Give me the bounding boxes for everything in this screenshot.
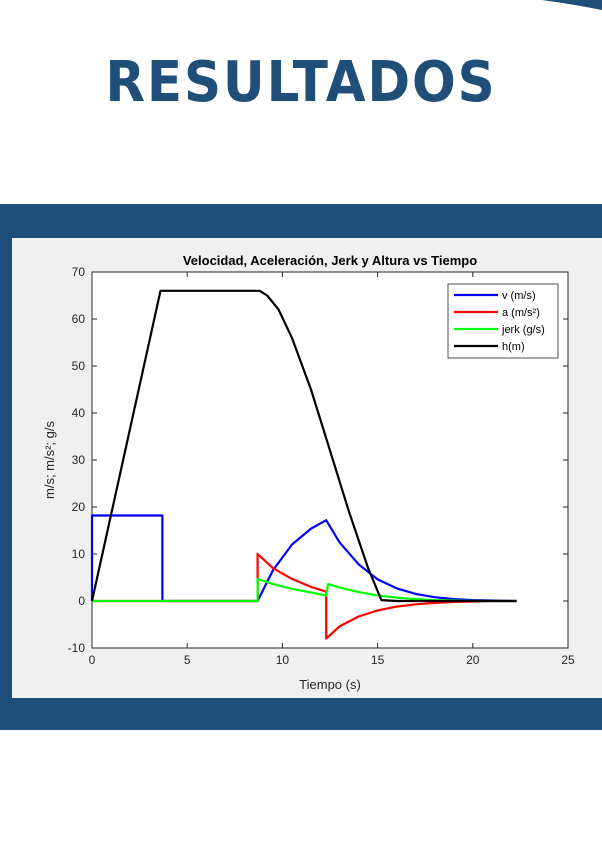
chart-series — [90, 289, 517, 640]
y-tick-label: 40 — [72, 406, 86, 420]
legend-label: jerk (g/s) — [501, 324, 545, 336]
y-tick-label: -10 — [68, 641, 86, 655]
series-line-3 — [90, 289, 517, 603]
y-tick-label: 20 — [72, 500, 86, 514]
y-tick-label: 70 — [72, 265, 86, 279]
y-axis-label: m/s; m/s²; g/s — [42, 421, 57, 500]
page-title: RESULTADOS — [105, 50, 497, 115]
x-tick-label: 25 — [561, 653, 575, 667]
legend-label: a (m/s²) — [502, 307, 540, 319]
chart-figure: 0 5 10 15 20 25 -10 0 10 20 30 40 50 60 70 Velocidad,… — [12, 238, 602, 698]
x-tick-label: 10 — [276, 653, 290, 667]
x-axis: 0 5 10 15 20 25 — [89, 272, 575, 667]
y-tick-label: 10 — [72, 547, 86, 561]
legend-label: h(m) — [502, 341, 525, 353]
x-tick-label: 0 — [89, 653, 96, 667]
legend-label: v (m/s) — [502, 290, 536, 302]
y-tick-label: 0 — [78, 594, 85, 608]
chart-legend: v (m/s) a (m/s²) jerk (g/s) h(m) — [447, 283, 559, 359]
y-tick-label: 30 — [72, 453, 86, 467]
chart-title: Velocidad, Aceleración, Jerk y Altura vs… — [183, 253, 477, 268]
x-tick-label: 20 — [466, 653, 480, 667]
x-axis-label: Tiempo (s) — [299, 677, 361, 692]
y-tick-label: 50 — [72, 359, 86, 373]
corner-decoration — [542, 0, 602, 10]
x-tick-label: 5 — [184, 653, 191, 667]
y-axis: -10 0 10 20 30 40 50 60 70 — [68, 265, 568, 655]
y-tick-label: 60 — [72, 312, 86, 326]
x-tick-label: 15 — [371, 653, 385, 667]
